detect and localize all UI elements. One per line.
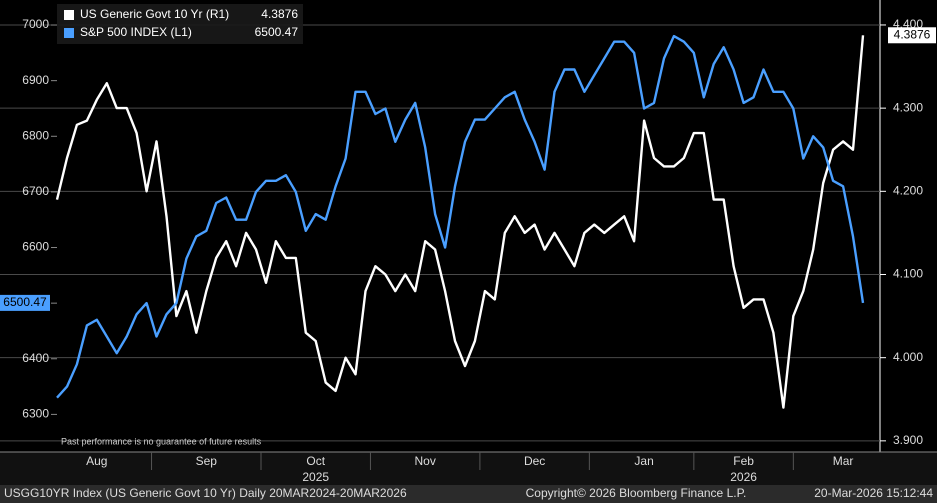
- x-tick-label: Aug: [86, 454, 107, 468]
- footer-right: 20-Mar-2026 15:12:44: [814, 486, 933, 500]
- x-tick-label: Sep: [196, 454, 218, 468]
- x-tick-label: Jan: [634, 454, 653, 468]
- axes: 3.9004.0004.1004.2004.3004.4006300640065…: [0, 17, 936, 484]
- y2-tick-label: 4.000: [893, 350, 923, 364]
- legend-value: 6500.47: [255, 25, 299, 39]
- y-tick-label: 6800: [22, 128, 49, 142]
- x-tick-label: Feb: [733, 454, 754, 468]
- y-tick-label: 6600: [22, 240, 49, 254]
- x-year-label: 2025: [302, 470, 329, 484]
- last-value-tag: [0, 294, 50, 311]
- legend-value: 4.3876: [261, 7, 298, 21]
- y-tick-label: 6700: [22, 184, 49, 198]
- footer-center: Copyright© 2026 Bloomberg Finance L.P.: [526, 486, 747, 500]
- x-year-label: 2026: [730, 470, 757, 484]
- legend-swatch: [64, 28, 74, 38]
- last-value-label: 4.3876: [894, 27, 931, 41]
- x-axis-band: [0, 452, 937, 485]
- y2-tick-label: 4.300: [893, 100, 923, 114]
- legend-label: US Generic Govt 10 Yr (R1): [80, 7, 229, 21]
- last-value-label: 6500.47: [3, 295, 47, 309]
- disclaimer: Past performance is no guarantee of futu…: [61, 436, 262, 446]
- series-line: [56, 34, 865, 399]
- footer-band: [0, 485, 937, 503]
- series-line: [55, 35, 865, 409]
- y-tick-label: 6900: [22, 73, 49, 87]
- y2-tick-label: 4.100: [893, 267, 923, 281]
- y-tick-label: 6400: [22, 351, 49, 365]
- legend-swatch: [64, 10, 74, 20]
- x-tick-label: Nov: [415, 454, 436, 468]
- y-tick-label: 6300: [22, 407, 49, 421]
- y2-tick-label: 4.200: [893, 183, 923, 197]
- footer-left: USGG10YR Index (US Generic Govt 10 Yr) D…: [4, 486, 407, 500]
- y-tick-label: 7000: [22, 17, 49, 31]
- x-tick-label: Dec: [524, 454, 545, 468]
- x-tick-label: Oct: [306, 454, 325, 468]
- legend-box: [57, 4, 303, 44]
- x-tick-label: Mar: [833, 454, 854, 468]
- legend: US Generic Govt 10 Yr (R1) 4.3876 S&P 500 …: [57, 4, 303, 44]
- last-value-tag: [888, 27, 936, 44]
- legend-label: S&P 500 INDEX (L1): [80, 25, 192, 39]
- y2-tick-label: 3.900: [893, 433, 923, 447]
- plot: [55, 34, 865, 409]
